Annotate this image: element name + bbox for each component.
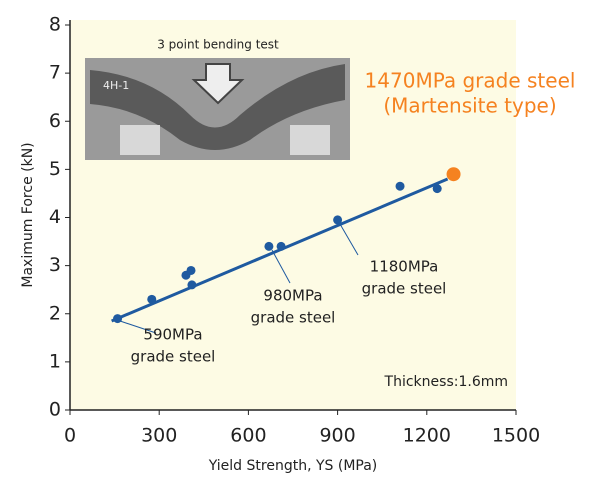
y-tick-label: 1	[49, 350, 61, 372]
leader-line	[339, 223, 359, 256]
data-point	[333, 215, 343, 225]
data-point	[186, 265, 196, 275]
x-axis-label: Yield Strength, YS (MPa)	[208, 458, 378, 474]
inset-caption: 3 point bending test	[157, 38, 279, 52]
y-tick-label: 0	[49, 399, 61, 421]
annotation: grade steel	[362, 280, 447, 298]
data-point	[147, 294, 157, 304]
data-point	[446, 167, 461, 182]
y-tick-label: 7	[49, 62, 61, 84]
annotation: 980MPa	[263, 287, 322, 305]
annotation: 590MPa	[143, 326, 202, 344]
y-tick-label: 2	[49, 302, 61, 324]
annotation: Thickness:1.6mm	[384, 374, 508, 390]
leader-line	[119, 320, 157, 334]
x-tick-label: 0	[64, 425, 76, 447]
y-tick-label: 5	[49, 158, 61, 180]
support	[290, 125, 330, 155]
x-tick-label: 600	[230, 425, 266, 447]
y-tick-label: 3	[49, 254, 61, 276]
leader-line	[271, 249, 291, 284]
y-tick-label: 4	[49, 206, 61, 228]
data-point	[395, 181, 405, 191]
annotation: 1470MPa grade steel	[365, 69, 576, 93]
annotation: 1180MPa	[370, 258, 439, 276]
annotation: (Martensite type)	[383, 94, 556, 118]
data-point	[264, 241, 274, 251]
data-point	[432, 184, 442, 194]
x-tick-label: 300	[141, 425, 177, 447]
y-tick-label: 8	[49, 14, 61, 36]
y-axis-label: Maximum Force (kN)	[20, 142, 36, 287]
data-point	[113, 314, 123, 324]
press-arrow	[191, 63, 245, 105]
data-point	[187, 280, 197, 290]
y-tick-label: 6	[49, 110, 61, 132]
annotation: grade steel	[251, 309, 336, 327]
leader-lines	[119, 223, 359, 334]
inset-photo: 4H-1 3 point bending test	[85, 38, 350, 160]
data-point	[276, 241, 286, 251]
annotation: grade steel	[131, 348, 216, 366]
x-tick-label: 1200	[403, 425, 451, 447]
specimen	[90, 64, 345, 150]
support	[120, 125, 160, 155]
x-tick-label: 1500	[492, 425, 540, 447]
x-tick-label: 900	[319, 425, 355, 447]
photo-label: 4H-1	[103, 79, 129, 92]
